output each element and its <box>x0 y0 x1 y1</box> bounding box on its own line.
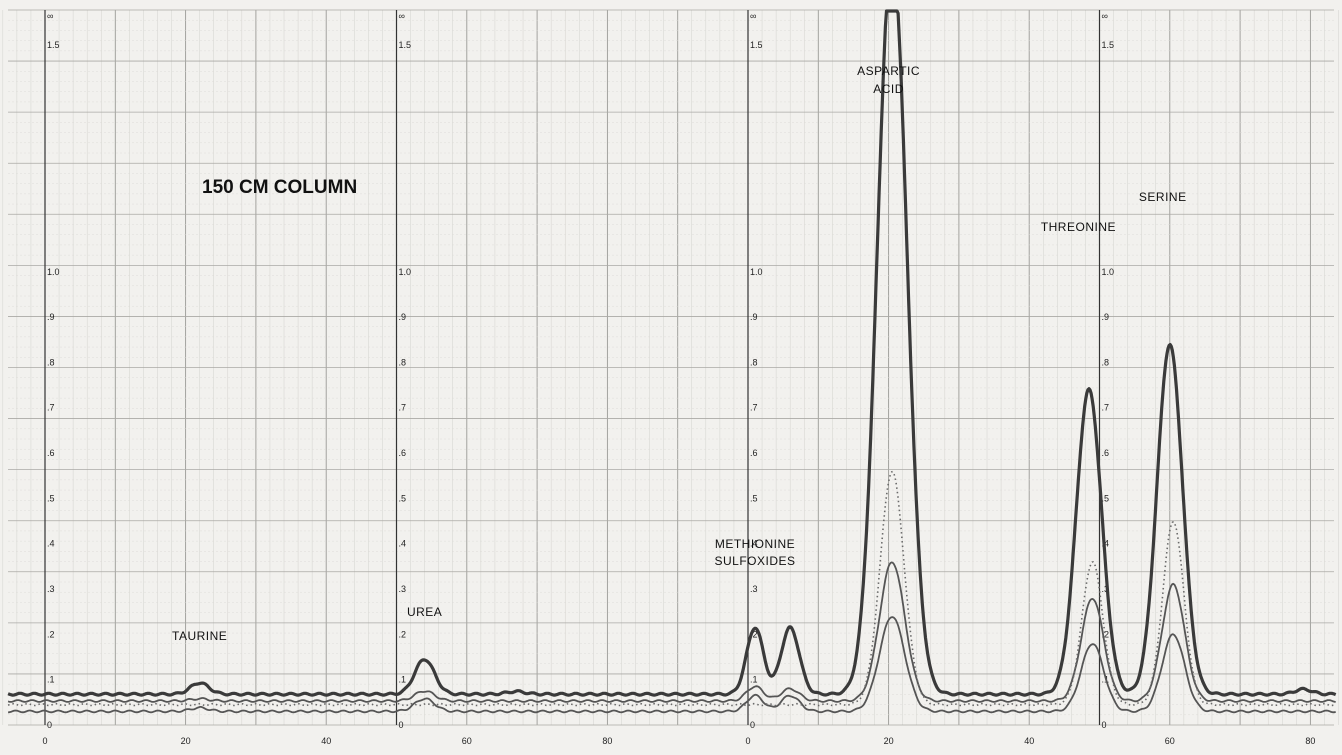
peak-label-methionine: METHIONINE <box>715 537 795 551</box>
y-tick-label: .7 <box>750 403 758 413</box>
y-tick-label: .8 <box>47 357 55 367</box>
x-tick-label: 20 <box>181 736 191 746</box>
x-tick-label: 20 <box>884 736 894 746</box>
y-tick-label: 1.0 <box>47 267 60 277</box>
y-tick-label: ∞ <box>47 11 53 21</box>
y-tick-label: ∞ <box>1102 11 1108 21</box>
x-tick-label: 40 <box>321 736 331 746</box>
x-tick-label: 60 <box>1165 736 1175 746</box>
x-tick-label: 40 <box>1024 736 1034 746</box>
y-tick-label: .5 <box>750 493 758 503</box>
y-tick-label: .1 <box>750 675 758 685</box>
trace-medium-2 <box>8 616 1336 714</box>
y-tick-label: ∞ <box>399 11 405 21</box>
y-tick-label: .1 <box>47 675 55 685</box>
chart-title: 150 CM COLUMN <box>202 177 357 198</box>
y-tick-label: .5 <box>399 493 407 503</box>
y-tick-label: .9 <box>399 312 407 322</box>
y-tick-label: .4 <box>47 539 55 549</box>
trace-heavy-0 <box>7 9 1337 697</box>
y-tick-label: .5 <box>47 493 55 503</box>
y-tick-label: .7 <box>399 403 407 413</box>
y-tick-label: .2 <box>750 629 758 639</box>
y-tick-label: .3 <box>47 584 55 594</box>
peak-labels: TAURINE UREA METHIONINE SULFOXIDES ASPARTIC A… <box>172 64 1187 643</box>
y-tick-label: .6 <box>1102 448 1110 458</box>
y-tick-label: ∞ <box>750 11 756 21</box>
y-tick-label: 0 <box>1102 720 1107 730</box>
peak-label-acid: ACID <box>873 82 904 96</box>
y-tick-label: .4 <box>399 539 407 549</box>
y-tick-label: 0 <box>399 720 404 730</box>
y-tick-label: .8 <box>399 357 407 367</box>
traces <box>7 9 1337 714</box>
y-tick-label: .6 <box>750 448 758 458</box>
peak-label-aspartic: ASPARTIC <box>857 64 920 78</box>
y-tick-label: .5 <box>1102 493 1110 503</box>
y-tick-label: 1.5 <box>47 40 60 50</box>
peak-label-urea: UREA <box>407 605 442 619</box>
peak-label-serine: SERINE <box>1139 190 1187 204</box>
y-tick-label: .3 <box>399 584 407 594</box>
y-tick-label: 1.5 <box>399 40 412 50</box>
y-tick-label: 1.0 <box>1102 267 1115 277</box>
x-tick-label: 0 <box>745 736 750 746</box>
peak-label-sulfoxides: SULFOXIDES <box>715 554 796 568</box>
peak-label-threonine: THREONINE <box>1041 220 1116 234</box>
trace-medium-1 <box>7 561 1336 703</box>
y-tick-label: .4 <box>750 539 758 549</box>
y-tick-label: .9 <box>750 312 758 322</box>
y-tick-label: .6 <box>47 448 55 458</box>
y-tick-label: .9 <box>47 312 55 322</box>
trace-dotted-3 <box>7 470 1336 707</box>
x-tick-label: 60 <box>462 736 472 746</box>
x-tick-label: 0 <box>42 736 47 746</box>
peak-label-taurine: TAURINE <box>172 629 227 643</box>
y-tick-label: .8 <box>1102 357 1110 367</box>
x-tick-label: 80 <box>602 736 612 746</box>
y-tick-label: .1 <box>399 675 407 685</box>
x-tick-label: 80 <box>1305 736 1315 746</box>
y-tick-label: .2 <box>399 629 407 639</box>
y-tick-label: .6 <box>399 448 407 458</box>
y-tick-label: 0 <box>47 720 52 730</box>
y-tick-label: 1.5 <box>750 40 763 50</box>
y-tick-label: .2 <box>47 629 55 639</box>
y-tick-label: .8 <box>750 357 758 367</box>
y-tick-label: .7 <box>1102 403 1110 413</box>
y-tick-label: 1.0 <box>750 267 763 277</box>
y-axes: 0 .1 .2 .3 .4 .5 .6 .7 .8 .9 1.0 1.5 ∞ 0 .1 .2 .3 .4 .5 .6.… <box>44 10 1115 730</box>
y-tick-label: .2 <box>1102 629 1110 639</box>
y-tick-label: 1.5 <box>1102 40 1115 50</box>
y-tick-label: .9 <box>1102 312 1110 322</box>
y-tick-label: 0 <box>750 720 755 730</box>
y-tick-label: .3 <box>1102 584 1110 594</box>
y-tick-label: 1.0 <box>399 267 412 277</box>
y-tick-label: .3 <box>750 584 758 594</box>
y-tick-label: .7 <box>47 403 55 413</box>
x-axis: 0 20 40 60 80 0 20 40 60 80 <box>42 736 1315 746</box>
